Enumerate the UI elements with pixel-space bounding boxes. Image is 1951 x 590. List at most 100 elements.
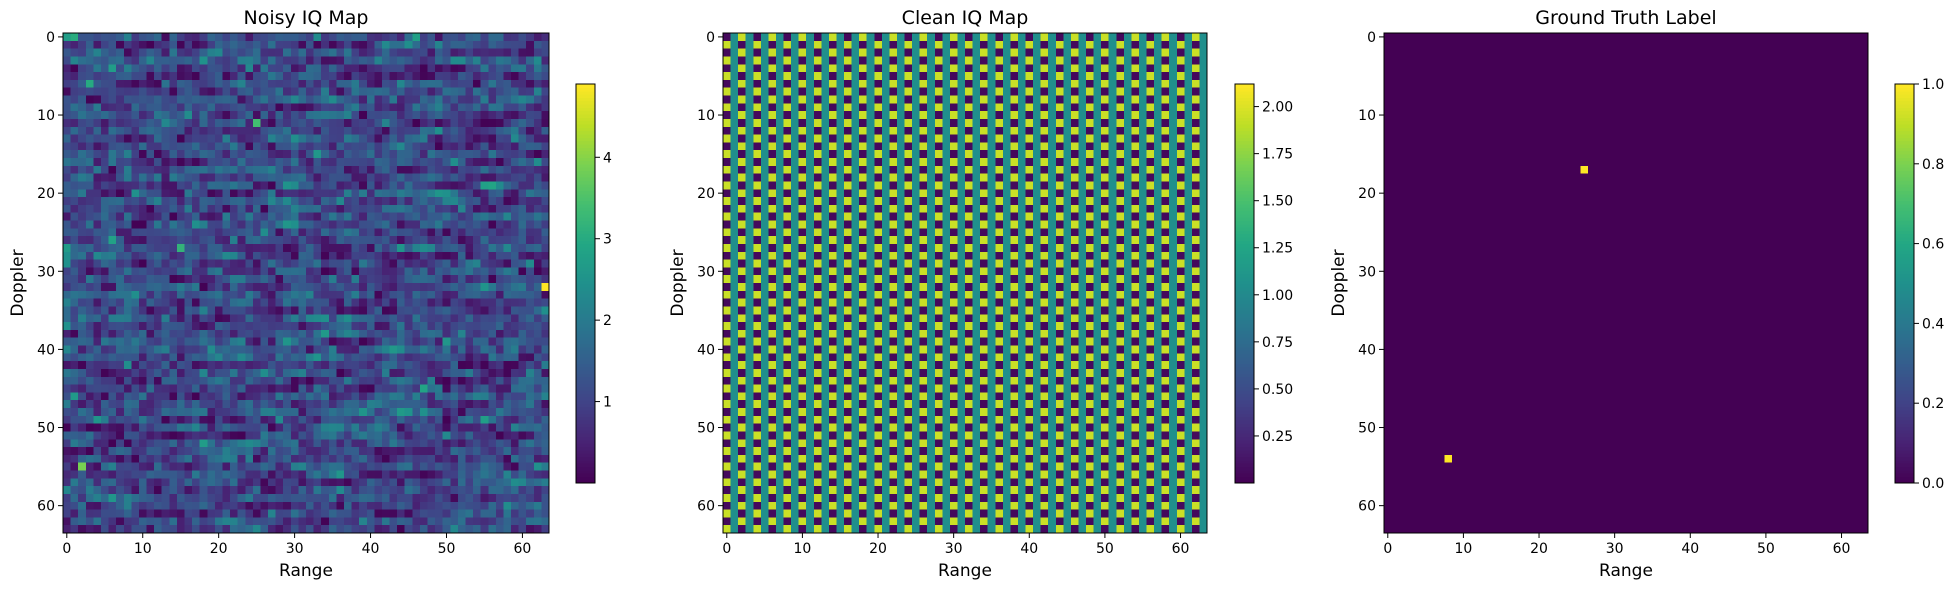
heatmap-cell bbox=[321, 275, 330, 284]
heatmap-cell bbox=[851, 56, 860, 65]
heatmap-cell bbox=[412, 79, 421, 89]
heatmap-cell bbox=[146, 322, 155, 331]
heatmap-cell bbox=[919, 64, 928, 73]
heatmap-cell bbox=[473, 306, 482, 315]
heatmap-cell bbox=[957, 79, 966, 89]
heatmap-cell bbox=[207, 56, 216, 65]
heatmap-cell bbox=[154, 314, 163, 323]
heatmap-cell bbox=[306, 204, 314, 214]
y-tick-label: 10 bbox=[37, 108, 55, 124]
heatmap-cell bbox=[1131, 79, 1140, 89]
heatmap-cell bbox=[343, 470, 352, 479]
heatmap-cell bbox=[93, 228, 102, 237]
heatmap-cell bbox=[503, 439, 512, 448]
heatmap-cell bbox=[1025, 87, 1034, 96]
heatmap-cell bbox=[1017, 40, 1026, 50]
heatmap-cell bbox=[93, 267, 102, 276]
heatmap-cell bbox=[283, 454, 292, 464]
heatmap-cell bbox=[389, 173, 398, 182]
heatmap-cell bbox=[237, 275, 246, 284]
heatmap-cell bbox=[919, 118, 928, 128]
heatmap-cell bbox=[495, 243, 504, 253]
heatmap-cell bbox=[100, 290, 109, 300]
heatmap-cell bbox=[503, 236, 512, 245]
heatmap-cell bbox=[230, 306, 239, 315]
heatmap-cell bbox=[366, 204, 375, 214]
heatmap-cell bbox=[123, 470, 132, 479]
heatmap-cell bbox=[419, 439, 428, 448]
heatmap-cell bbox=[260, 470, 269, 479]
heatmap-cell bbox=[214, 126, 223, 135]
heatmap-cell bbox=[404, 517, 413, 526]
heatmap-cell bbox=[260, 384, 269, 393]
heatmap-cell bbox=[176, 431, 185, 440]
heatmap-cell bbox=[972, 103, 981, 112]
heatmap-cell bbox=[495, 408, 504, 417]
heatmap-cell bbox=[889, 118, 898, 128]
heatmap-cell bbox=[541, 376, 550, 385]
heatmap-cell bbox=[207, 134, 216, 143]
heatmap-cell bbox=[283, 423, 292, 432]
heatmap-cell bbox=[397, 251, 406, 260]
heatmap-cell bbox=[359, 423, 368, 432]
heatmap-cell bbox=[184, 79, 193, 89]
heatmap-cell bbox=[93, 204, 102, 214]
heatmap-cell bbox=[359, 314, 368, 323]
heatmap-cell bbox=[480, 64, 489, 73]
heatmap-cell bbox=[881, 64, 890, 73]
heatmap-cell bbox=[511, 79, 520, 89]
heatmap-cell bbox=[230, 134, 239, 143]
heatmap-cell bbox=[457, 228, 466, 237]
chart-title: Noisy IQ Map bbox=[244, 7, 369, 29]
heatmap-cell bbox=[93, 126, 102, 135]
heatmap-cell bbox=[435, 64, 444, 73]
heatmap-cell bbox=[70, 259, 79, 268]
heatmap-cell bbox=[457, 462, 466, 471]
heatmap-cell bbox=[866, 33, 875, 42]
heatmap-cell bbox=[488, 290, 497, 300]
heatmap-cell bbox=[268, 126, 277, 135]
heatmap-cell bbox=[268, 181, 277, 190]
heatmap-cell bbox=[313, 33, 322, 42]
heatmap-cell bbox=[450, 298, 459, 307]
colorbar-segment bbox=[576, 306, 595, 311]
heatmap-cell bbox=[108, 212, 117, 221]
heatmap-cell bbox=[184, 40, 193, 50]
heatmap-cell bbox=[252, 486, 261, 495]
heatmap-cell bbox=[495, 486, 504, 495]
heatmap-cell bbox=[374, 197, 383, 206]
heatmap-cell bbox=[306, 111, 314, 120]
heatmap-cell bbox=[987, 95, 996, 104]
heatmap-cell bbox=[442, 525, 451, 534]
heatmap-cell bbox=[78, 158, 87, 167]
heatmap-cell bbox=[389, 431, 398, 440]
heatmap-cell bbox=[260, 400, 269, 409]
heatmap-cell bbox=[995, 103, 1004, 112]
heatmap-cell bbox=[245, 33, 254, 42]
heatmap-cell bbox=[123, 64, 132, 73]
heatmap-cell bbox=[412, 267, 421, 276]
heatmap-cell bbox=[511, 173, 520, 182]
heatmap-cell bbox=[116, 322, 125, 331]
heatmap-cell bbox=[442, 259, 451, 268]
heatmap-cell bbox=[381, 392, 390, 401]
heatmap-cell bbox=[93, 150, 102, 159]
heatmap-cell bbox=[366, 158, 375, 167]
heatmap-cell bbox=[260, 493, 269, 503]
heatmap-cell bbox=[965, 111, 973, 120]
heatmap-cell bbox=[351, 415, 360, 425]
heatmap-cell bbox=[100, 275, 109, 284]
heatmap-cell bbox=[343, 454, 352, 464]
heatmap-cell bbox=[336, 439, 345, 448]
heatmap-cell bbox=[328, 275, 337, 284]
heatmap-cell bbox=[290, 267, 299, 276]
heatmap-cell bbox=[488, 329, 497, 339]
heatmap-cell bbox=[526, 478, 535, 487]
heatmap-cell bbox=[268, 384, 277, 393]
heatmap-cell bbox=[442, 275, 451, 284]
heatmap-cell bbox=[465, 275, 474, 284]
heatmap-cell bbox=[381, 345, 390, 354]
heatmap-cell bbox=[283, 493, 292, 503]
heatmap-cell bbox=[1025, 33, 1034, 42]
heatmap-cell bbox=[397, 87, 406, 96]
